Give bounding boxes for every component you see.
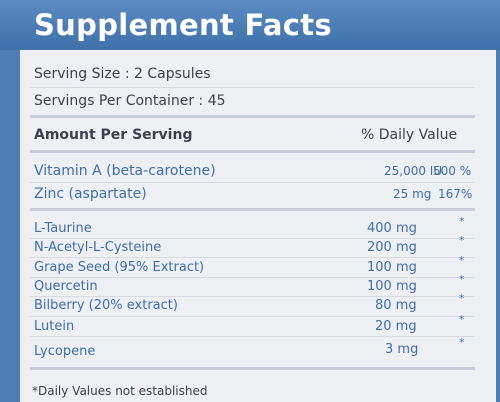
divider — [30, 238, 475, 239]
ingredient-daily-value: * — [459, 292, 465, 305]
vitamin-daily-value: 167% — [438, 187, 473, 201]
ingredient-name: Lutein — [34, 319, 75, 334]
ingredient-amount: 100 mg — [367, 260, 417, 275]
divider-thick — [30, 115, 475, 118]
ingredient-amount: 400 mg — [367, 221, 417, 236]
ingredient-name: Lycopene — [34, 344, 96, 359]
footnote: *Daily Values not established — [32, 384, 208, 398]
ingredient-daily-value: * — [459, 215, 465, 228]
vitamin-name: Zinc (aspartate) — [34, 186, 147, 202]
amount-per-serving-header: Amount Per Serving — [34, 127, 193, 143]
divider-thick — [30, 150, 475, 153]
facts-title: Supplement Facts — [34, 8, 332, 42]
ingredient-daily-value: * — [459, 273, 465, 286]
ingredient-name: N-Acetyl-L-Cysteine — [34, 240, 162, 255]
ingredient-name: Quercetin — [34, 279, 98, 294]
ingredient-amount: 100 mg — [367, 279, 417, 294]
divider — [30, 87, 475, 88]
ingredient-daily-value: * — [459, 313, 465, 326]
ingredient-name: L-Taurine — [34, 221, 92, 236]
serving-size: Serving Size : 2 Capsules — [34, 66, 211, 82]
ingredient-amount: 200 mg — [367, 240, 417, 255]
ingredient-daily-value: * — [459, 336, 465, 349]
vitamin-amount: 25 mg — [393, 187, 432, 201]
ingredient-name: Grape Seed (95% Extract) — [34, 260, 205, 275]
divider — [30, 296, 475, 297]
ingredient-daily-value: * — [459, 234, 465, 247]
servings-per-container: Servings Per Container : 45 — [34, 93, 226, 109]
divider-thick — [30, 208, 475, 211]
daily-value-header: % Daily Value — [361, 127, 458, 143]
divider — [30, 277, 475, 278]
divider — [30, 182, 475, 183]
ingredient-daily-value: * — [459, 254, 465, 267]
ingredient-amount: 20 mg — [375, 319, 417, 334]
vitamin-name: Vitamin A (beta-carotene) — [34, 163, 216, 179]
facts-header-band: Supplement Facts — [0, 0, 500, 50]
vitamin-amount: 25,000 IU — [384, 164, 443, 178]
ingredient-name: Bilberry (20% extract) — [34, 298, 178, 313]
ingredient-amount: 3 mg — [385, 342, 419, 357]
vitamin-daily-value: 500 % — [433, 164, 472, 178]
divider-thick — [30, 367, 475, 370]
divider — [30, 336, 475, 337]
facts-panel — [20, 50, 496, 402]
divider — [30, 316, 475, 317]
ingredient-amount: 80 mg — [375, 298, 417, 313]
divider — [30, 257, 475, 258]
